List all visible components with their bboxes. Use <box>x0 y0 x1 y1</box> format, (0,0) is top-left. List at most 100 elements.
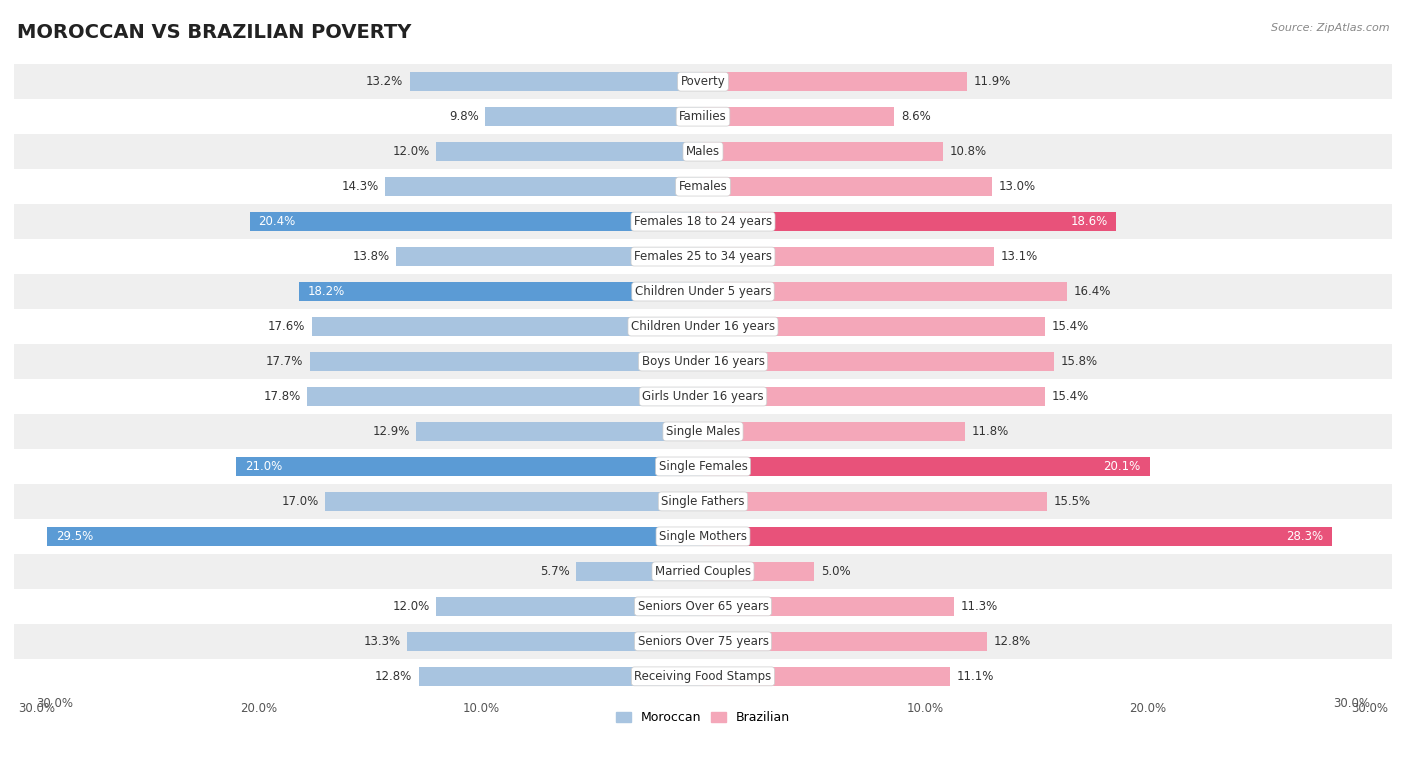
Bar <box>0 449 1406 484</box>
Text: Source: ZipAtlas.com: Source: ZipAtlas.com <box>1271 23 1389 33</box>
Bar <box>0 414 1406 449</box>
Bar <box>298 282 703 301</box>
Text: 15.5%: 15.5% <box>1054 495 1091 508</box>
Bar <box>0 589 1406 624</box>
Text: 12.9%: 12.9% <box>373 425 409 438</box>
Text: 21.0%: 21.0% <box>245 460 283 473</box>
Text: 18.2%: 18.2% <box>308 285 344 298</box>
Bar <box>385 177 703 196</box>
Bar <box>325 492 703 511</box>
Bar <box>703 667 949 686</box>
Text: 17.6%: 17.6% <box>267 320 305 333</box>
Bar <box>703 72 967 91</box>
Bar <box>703 177 991 196</box>
Bar <box>703 631 987 651</box>
Bar <box>703 142 943 161</box>
Text: 12.8%: 12.8% <box>994 635 1032 648</box>
Text: Females: Females <box>679 180 727 193</box>
Text: 20.1%: 20.1% <box>1104 460 1140 473</box>
Bar <box>0 519 1406 554</box>
Text: 13.0%: 13.0% <box>998 180 1036 193</box>
Text: 28.3%: 28.3% <box>1286 530 1323 543</box>
Text: 29.5%: 29.5% <box>56 530 94 543</box>
Bar <box>703 597 955 616</box>
Bar <box>0 344 1406 379</box>
Bar <box>703 352 1054 371</box>
Text: Seniors Over 65 years: Seniors Over 65 years <box>637 600 769 613</box>
Text: 13.2%: 13.2% <box>366 75 404 88</box>
Bar <box>436 142 703 161</box>
Text: Children Under 16 years: Children Under 16 years <box>631 320 775 333</box>
Bar <box>703 457 1150 476</box>
Text: 18.6%: 18.6% <box>1070 215 1108 228</box>
Bar <box>308 387 703 406</box>
Text: 11.1%: 11.1% <box>956 670 994 683</box>
Bar <box>409 72 703 91</box>
Text: 20.4%: 20.4% <box>259 215 295 228</box>
Text: Males: Males <box>686 145 720 158</box>
Text: 15.8%: 15.8% <box>1060 355 1098 368</box>
Bar <box>250 212 703 231</box>
Bar <box>48 527 703 546</box>
Text: 9.8%: 9.8% <box>449 110 478 123</box>
Text: Girls Under 16 years: Girls Under 16 years <box>643 390 763 403</box>
Text: 15.4%: 15.4% <box>1052 390 1090 403</box>
Bar <box>0 484 1406 519</box>
Bar <box>0 204 1406 239</box>
Text: 5.7%: 5.7% <box>540 565 569 578</box>
Text: Seniors Over 75 years: Seniors Over 75 years <box>637 635 769 648</box>
Text: Families: Families <box>679 110 727 123</box>
Text: 30.0%: 30.0% <box>1333 697 1369 709</box>
Bar <box>309 352 703 371</box>
Bar <box>0 554 1406 589</box>
Text: MOROCCAN VS BRAZILIAN POVERTY: MOROCCAN VS BRAZILIAN POVERTY <box>17 23 411 42</box>
Text: Children Under 5 years: Children Under 5 years <box>634 285 772 298</box>
Bar <box>703 282 1067 301</box>
Text: 10.8%: 10.8% <box>949 145 987 158</box>
Text: 5.0%: 5.0% <box>821 565 851 578</box>
Text: 11.3%: 11.3% <box>960 600 998 613</box>
Bar <box>703 527 1331 546</box>
Text: 13.1%: 13.1% <box>1001 250 1038 263</box>
Text: Single Fathers: Single Fathers <box>661 495 745 508</box>
Text: Single Females: Single Females <box>658 460 748 473</box>
Text: 13.3%: 13.3% <box>364 635 401 648</box>
Text: 14.3%: 14.3% <box>342 180 378 193</box>
Bar <box>0 169 1406 204</box>
Text: 12.8%: 12.8% <box>374 670 412 683</box>
Bar <box>703 212 1116 231</box>
Bar <box>236 457 703 476</box>
Legend: Moroccan, Brazilian: Moroccan, Brazilian <box>610 706 796 729</box>
Bar <box>576 562 703 581</box>
Text: Females 18 to 24 years: Females 18 to 24 years <box>634 215 772 228</box>
Bar <box>416 422 703 441</box>
Bar <box>0 64 1406 99</box>
Bar <box>0 274 1406 309</box>
Bar <box>703 107 894 127</box>
Text: Single Males: Single Males <box>666 425 740 438</box>
Bar <box>703 562 814 581</box>
Bar <box>703 317 1045 336</box>
Text: 17.0%: 17.0% <box>281 495 319 508</box>
Bar <box>703 492 1047 511</box>
Bar <box>419 667 703 686</box>
Bar <box>0 239 1406 274</box>
Text: 17.7%: 17.7% <box>266 355 302 368</box>
Bar <box>703 247 994 266</box>
Text: Poverty: Poverty <box>681 75 725 88</box>
Text: 17.8%: 17.8% <box>263 390 301 403</box>
Bar <box>0 134 1406 169</box>
Bar <box>436 597 703 616</box>
Bar <box>703 422 966 441</box>
Text: 12.0%: 12.0% <box>392 145 430 158</box>
Bar <box>0 99 1406 134</box>
Text: 8.6%: 8.6% <box>901 110 931 123</box>
Bar <box>0 379 1406 414</box>
Text: 11.8%: 11.8% <box>972 425 1010 438</box>
Bar <box>0 659 1406 694</box>
Bar <box>408 631 703 651</box>
Bar <box>485 107 703 127</box>
Text: 30.0%: 30.0% <box>37 697 73 709</box>
Bar <box>703 387 1045 406</box>
Text: Married Couples: Married Couples <box>655 565 751 578</box>
